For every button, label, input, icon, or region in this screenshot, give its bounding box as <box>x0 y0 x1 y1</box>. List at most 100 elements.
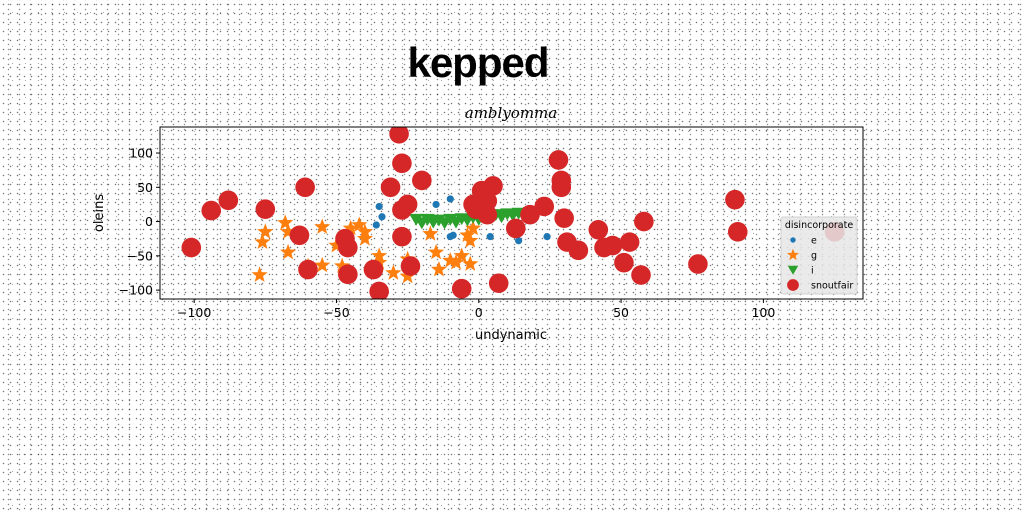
data-point-snoutfair <box>338 237 358 258</box>
y-tick-label: 50 <box>137 180 153 195</box>
data-point-g <box>328 237 345 253</box>
series-snoutfair <box>181 127 845 299</box>
y-tick-label: −100 <box>119 283 153 298</box>
legend-item-e: e <box>790 236 817 247</box>
y-axis-label: oleins <box>92 194 107 232</box>
data-point-snoutfair <box>477 191 498 211</box>
legend-box <box>780 216 858 295</box>
data-point-i <box>409 213 424 226</box>
data-point-e <box>378 213 386 221</box>
data-point-snoutfair <box>631 265 651 285</box>
data-point-snoutfair <box>477 204 498 225</box>
x-axis-label: undynamic <box>475 328 547 343</box>
legend-label: i <box>811 266 814 277</box>
data-point-g <box>279 223 297 239</box>
data-point-g <box>334 257 351 273</box>
data-point-snoutfair <box>554 208 574 228</box>
data-point-snoutfair <box>614 252 634 273</box>
data-point-g <box>462 255 479 271</box>
data-point-snoutfair <box>548 150 569 170</box>
legend-label: snoutfair <box>811 281 853 292</box>
data-point-snoutfair <box>201 200 222 221</box>
data-point-snoutfair <box>369 281 389 299</box>
data-point-g <box>251 266 268 282</box>
data-point-snoutfair <box>363 259 384 280</box>
data-point-snoutfair <box>400 256 421 276</box>
data-point-e <box>375 202 383 211</box>
data-point-g <box>430 261 448 277</box>
legend-item-g: g <box>786 248 817 262</box>
data-point-snoutfair <box>634 211 654 232</box>
data-point-g <box>279 243 297 260</box>
data-point-snoutfair <box>688 254 708 274</box>
data-point-snoutfair <box>338 264 358 285</box>
legend-marker-snoutfair <box>787 279 799 291</box>
data-point-g <box>399 267 416 284</box>
legend: disincorporate egi snoutfair <box>780 216 858 295</box>
data-point-g <box>442 252 459 268</box>
data-point-snoutfair <box>534 196 555 217</box>
x-tick-label: −100 <box>177 305 211 320</box>
data-point-snoutfair <box>218 190 239 211</box>
chart-subtitle: amblyomma <box>465 104 557 122</box>
data-point-snoutfair <box>295 177 315 198</box>
data-point-g <box>464 219 482 236</box>
data-point-snoutfair <box>588 219 609 240</box>
data-point-snoutfair <box>602 235 623 256</box>
data-point-e <box>446 195 454 203</box>
y-tick-label: 0 <box>145 214 153 229</box>
data-point-snoutfair <box>392 153 412 174</box>
x-tick-label: 50 <box>613 305 629 320</box>
data-point-snoutfair <box>181 237 202 258</box>
data-point-snoutfair <box>568 240 589 261</box>
data-point-g <box>459 226 476 243</box>
data-point-g <box>462 232 479 248</box>
data-point-snoutfair <box>412 170 432 191</box>
y-tick-label: −50 <box>127 248 153 263</box>
data-point-g <box>453 247 470 263</box>
data-point-e <box>432 200 440 209</box>
data-point-snoutfair <box>619 232 640 252</box>
data-point-e <box>372 221 380 229</box>
series-e <box>372 195 551 245</box>
data-point-g <box>314 256 331 273</box>
data-point-g <box>427 243 445 260</box>
data-point-snoutfair <box>505 218 526 239</box>
x-tick-label: 100 <box>751 305 775 320</box>
data-point-snoutfair <box>483 176 503 196</box>
axes-frame <box>159 126 864 300</box>
x-tick-label: −50 <box>323 305 349 320</box>
data-point-g <box>385 264 402 280</box>
data-point-snoutfair <box>551 177 572 198</box>
data-point-g <box>342 219 359 236</box>
x-axis: −100 −50 0 50 100 <box>177 299 775 320</box>
x-tick-label: 0 <box>475 305 483 320</box>
chart-title: kepped <box>407 39 548 86</box>
data-point-e <box>449 231 457 239</box>
data-point-snoutfair <box>397 194 418 215</box>
legend-item-i: i <box>787 265 814 277</box>
legend-item-snoutfair: snoutfair <box>787 279 853 292</box>
data-point-g <box>447 254 465 270</box>
legend-marker-i <box>787 265 799 275</box>
data-point-g <box>257 223 274 239</box>
data-point-g <box>277 214 294 230</box>
legend-label: g <box>811 251 817 262</box>
data-point-snoutfair <box>298 259 318 280</box>
data-point-g <box>254 233 271 249</box>
data-point-snoutfair <box>389 127 409 144</box>
plot-area <box>181 127 845 299</box>
data-point-g <box>422 225 439 241</box>
y-axis: −100 −50 0 50 100 <box>119 146 160 298</box>
data-point-snoutfair <box>725 189 745 210</box>
y-tick-label: 100 <box>129 146 153 161</box>
data-point-g <box>356 230 374 246</box>
data-point-snoutfair <box>380 177 401 198</box>
data-point-e <box>515 237 523 245</box>
legend-label: e <box>811 236 817 247</box>
data-point-g <box>351 216 368 232</box>
data-point-snoutfair <box>520 204 540 225</box>
data-point-snoutfair <box>451 278 472 299</box>
data-point-snoutfair <box>488 273 509 294</box>
